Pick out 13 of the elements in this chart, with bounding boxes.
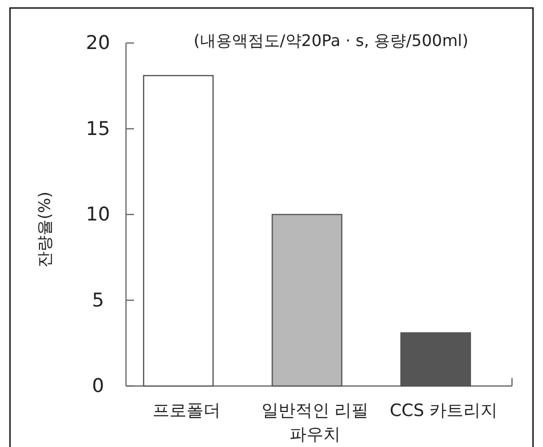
y-tick-label: 5 <box>92 289 104 312</box>
y-tick-label: 15 <box>86 118 110 140</box>
x-tick-label: 일반적인 리필 파우치 <box>261 401 369 445</box>
y-axis-title: 잔량율(%) <box>35 192 54 268</box>
chart-title: (내용액점도/약20Pa · s, 용량/500ml) <box>194 31 468 50</box>
y-tick-label: 20 <box>86 32 110 54</box>
y-tick-label: 10 <box>86 204 110 226</box>
bar <box>272 214 342 387</box>
bar <box>142 74 214 387</box>
y-tick-label: 0 <box>92 375 104 397</box>
x-tick-label: 프로폴더 <box>152 401 220 421</box>
bar <box>400 332 472 387</box>
x-tick-label: CCS 카트리지 <box>390 401 498 421</box>
